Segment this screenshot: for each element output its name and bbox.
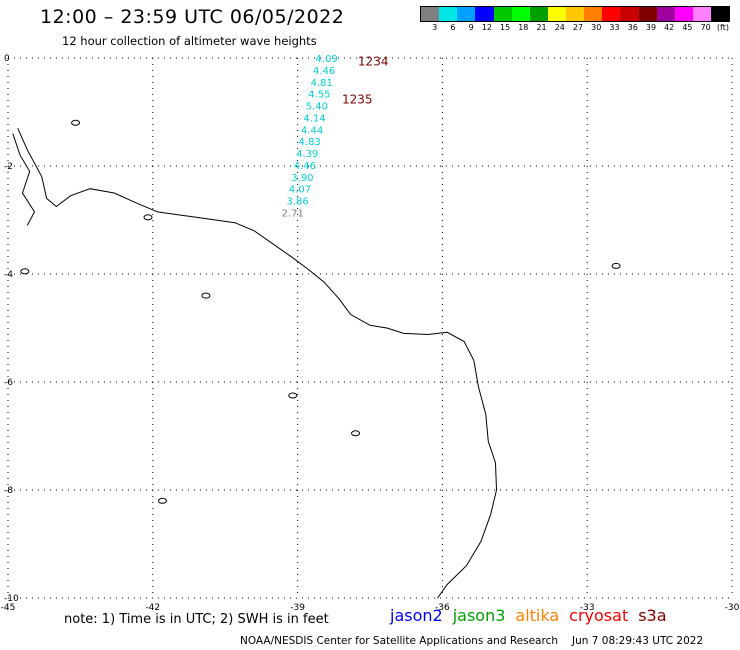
wave-height-value: 4.09: [315, 54, 337, 65]
colorbar-swatch: [511, 7, 530, 21]
colorbar-label: 45: [682, 23, 693, 32]
wave-height-colorbar: 3 6 9 12 15 18 21 24 27 30 33 36 39 42 45 70 (ft): [420, 6, 730, 32]
satellite-legend-item: jason2: [390, 606, 443, 625]
island-shape: [157, 497, 167, 504]
lon-tick-label: -36: [435, 603, 450, 613]
colorbar-label: 15: [499, 23, 511, 32]
track-time-labels: 1234 1235: [342, 55, 388, 107]
axis-tick-labels: -45 -42 -39 -36 -33 -30 0 -2 -4 -6 -8 -10: [1, 54, 740, 613]
lon-tick-label: -42: [145, 603, 160, 613]
colorbar-swatch: [602, 7, 621, 21]
colorbar-swatch: [475, 7, 494, 21]
lat-tick-label: -4: [4, 270, 13, 280]
wave-height-value: 4.83: [299, 137, 321, 148]
colorbar-swatch: [638, 7, 657, 21]
colorbar-swatches: [420, 6, 730, 22]
colorbar-label: 33: [609, 23, 620, 32]
colorbar-swatch: [566, 7, 585, 21]
colorbar-label: 21: [536, 23, 547, 32]
wave-height-value: 4.39: [296, 149, 318, 160]
wave-height-value: 4.46: [294, 161, 316, 172]
credit-text: NOAA/NESDIS Center for Satellite Applica…: [240, 635, 558, 647]
colorbar-swatch: [692, 7, 711, 21]
lat-tick-label: -6: [4, 378, 13, 388]
map-subtitle: 12 hour collection of altimeter wave hei…: [62, 34, 317, 48]
credit-line: NOAA/NESDIS Center for Satellite Applica…: [240, 635, 703, 647]
satellite-legend-item: s3a: [638, 606, 667, 625]
satellite-legend: jason2 jason3 altika cryosat s3a: [390, 606, 677, 625]
lon-tick-label: -30: [725, 603, 740, 613]
colorbar-label: 9: [468, 23, 474, 32]
colorbar-label: 42: [664, 23, 675, 32]
lat-tick-label: -8: [4, 486, 13, 496]
colorbar-swatch: [439, 7, 458, 21]
satellite-legend-item: jason3: [452, 606, 506, 625]
wave-height-observations: 4.094.464.814.555.404.144.444.834.394.46…: [282, 54, 338, 219]
colorbar-label: 30: [591, 23, 602, 32]
colorbar-label: 27: [572, 23, 584, 32]
island-shape: [143, 214, 153, 221]
colorbar-swatch: [711, 7, 730, 21]
colorbar-label: 18: [518, 23, 529, 32]
colorbar-label: 12: [481, 23, 492, 32]
bay-coast-path: [12, 133, 36, 226]
colorbar-swatch: [547, 7, 566, 21]
colorbar-swatch: [421, 7, 440, 21]
lat-lon-grid: [7, 57, 733, 599]
lat-tick-label: -2: [4, 162, 13, 172]
wave-height-value: 4.14: [303, 113, 325, 124]
track-time-label: 1235: [342, 93, 373, 107]
lat-tick-label: -10: [4, 594, 19, 604]
colorbar-swatch: [529, 7, 548, 21]
colorbar-label: 70: [700, 23, 711, 32]
satellite-legend-item: cryosat: [569, 606, 629, 625]
colorbar-swatch: [656, 7, 675, 21]
island-shape: [611, 262, 621, 269]
wave-height-value: 4.46: [313, 66, 335, 77]
lon-tick-label: -45: [1, 603, 16, 613]
island-shape: [201, 292, 211, 299]
satellite-legend-item: altika: [515, 606, 560, 625]
wave-height-value: 4.07: [289, 185, 311, 196]
colorbar-swatch: [493, 7, 512, 21]
colorbar-swatch: [674, 7, 693, 21]
colorbar-labels: 3 6 9 12 15 18 21 24 27 30 33 36 39 42 45 70 (ft): [420, 23, 730, 32]
generated-timestamp: Jun 7 08:29:43 UTC 2022: [572, 635, 704, 647]
wave-height-value: 5.40: [306, 102, 328, 113]
lon-tick-label: -39: [290, 603, 305, 613]
coastline-path: [17, 127, 498, 599]
coastline: [12, 119, 621, 599]
wave-height-value: 2.71: [282, 208, 304, 219]
map-note: note: 1) Time is in UTC; 2) SWH is in fe…: [64, 612, 329, 627]
colorbar-label: 24: [554, 23, 565, 32]
wave-height-value: 4.55: [308, 90, 330, 101]
wave-height-value: 3.86: [286, 197, 308, 208]
colorbar-label: 3: [432, 23, 438, 32]
wave-height-value: 3.90: [291, 173, 313, 184]
colorbar-swatch: [457, 7, 476, 21]
wave-height-value: 4.81: [311, 78, 333, 89]
island-shape: [288, 392, 298, 399]
lon-tick-label: -33: [580, 603, 595, 613]
wave-height-value: 4.44: [301, 125, 323, 136]
map-title: 12:00 – 23:59 UTC 06/05/2022: [40, 6, 345, 28]
island-shape: [351, 430, 361, 437]
colorbar-swatch: [584, 7, 603, 21]
lat-tick-label: 0: [4, 54, 10, 64]
colorbar-label: 6: [450, 23, 456, 32]
island-shape: [20, 268, 30, 275]
colorbar-label: 36: [627, 23, 638, 32]
island-shape: [71, 119, 81, 126]
colorbar-label: (ft): [716, 23, 729, 32]
track-time-label: 1234: [358, 55, 389, 69]
colorbar-swatch: [620, 7, 639, 21]
colorbar-label: 39: [645, 23, 657, 32]
